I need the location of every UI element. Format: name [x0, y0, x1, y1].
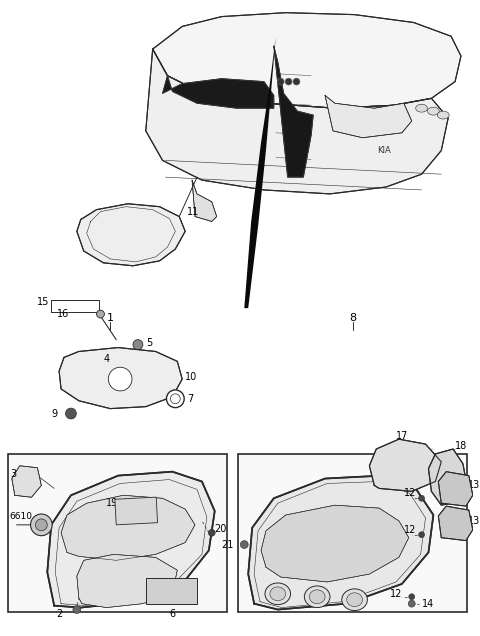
Circle shape	[293, 78, 300, 85]
Circle shape	[73, 605, 81, 614]
Text: 1: 1	[107, 313, 114, 323]
Ellipse shape	[265, 583, 290, 605]
Circle shape	[65, 408, 76, 419]
Bar	[8, 454, 227, 612]
Polygon shape	[153, 13, 461, 108]
Text: 6610: 6610	[10, 513, 33, 522]
Ellipse shape	[347, 593, 362, 607]
Circle shape	[408, 600, 415, 607]
Polygon shape	[163, 76, 274, 108]
Text: 12: 12	[390, 589, 402, 599]
Polygon shape	[12, 466, 41, 497]
Text: 12: 12	[404, 488, 416, 499]
Text: 6: 6	[169, 609, 175, 618]
Circle shape	[285, 78, 292, 85]
Polygon shape	[77, 555, 177, 607]
Circle shape	[240, 541, 248, 548]
Polygon shape	[61, 495, 195, 560]
Ellipse shape	[304, 586, 330, 607]
Text: KIA: KIA	[377, 146, 391, 155]
Bar	[239, 454, 467, 612]
Text: 19: 19	[107, 498, 119, 508]
Circle shape	[36, 519, 48, 531]
Circle shape	[277, 78, 284, 85]
Text: 11: 11	[187, 207, 199, 217]
Circle shape	[170, 394, 180, 404]
Ellipse shape	[342, 589, 367, 611]
Polygon shape	[438, 506, 473, 541]
Circle shape	[31, 514, 52, 536]
Ellipse shape	[309, 590, 325, 604]
Text: 3: 3	[10, 469, 16, 479]
Text: 16: 16	[57, 309, 70, 319]
Polygon shape	[248, 476, 433, 609]
Circle shape	[167, 390, 184, 408]
Text: 14: 14	[421, 598, 434, 609]
Text: 2: 2	[56, 609, 62, 618]
Circle shape	[108, 367, 132, 391]
Text: 8: 8	[349, 313, 356, 323]
Polygon shape	[370, 439, 441, 492]
Polygon shape	[59, 347, 182, 408]
Text: 12: 12	[404, 525, 416, 535]
Text: 15: 15	[37, 297, 50, 307]
Polygon shape	[146, 49, 448, 194]
Circle shape	[419, 495, 424, 501]
Polygon shape	[192, 180, 216, 221]
Polygon shape	[261, 505, 409, 582]
Polygon shape	[274, 46, 313, 177]
Circle shape	[419, 532, 424, 537]
Text: 13: 13	[468, 516, 480, 526]
Ellipse shape	[416, 104, 428, 112]
Text: 7: 7	[187, 394, 193, 404]
Circle shape	[133, 340, 143, 350]
Text: 20: 20	[215, 524, 227, 534]
Text: 17: 17	[396, 431, 408, 441]
Text: 9: 9	[51, 408, 57, 418]
Text: 5: 5	[146, 338, 152, 348]
Circle shape	[208, 529, 215, 536]
Polygon shape	[429, 449, 467, 505]
Text: 10: 10	[185, 372, 197, 382]
Ellipse shape	[428, 107, 439, 115]
Circle shape	[96, 310, 105, 318]
Bar	[146, 578, 197, 604]
Ellipse shape	[437, 111, 449, 119]
Text: 13: 13	[468, 480, 480, 490]
Polygon shape	[77, 204, 185, 266]
Circle shape	[409, 594, 415, 600]
Text: 18: 18	[455, 441, 468, 451]
Polygon shape	[48, 472, 215, 607]
Polygon shape	[244, 36, 276, 308]
Polygon shape	[325, 95, 412, 138]
Polygon shape	[438, 472, 473, 506]
Text: 4: 4	[103, 354, 109, 364]
Ellipse shape	[270, 587, 286, 600]
Bar	[115, 497, 157, 525]
Text: 21: 21	[221, 539, 233, 550]
